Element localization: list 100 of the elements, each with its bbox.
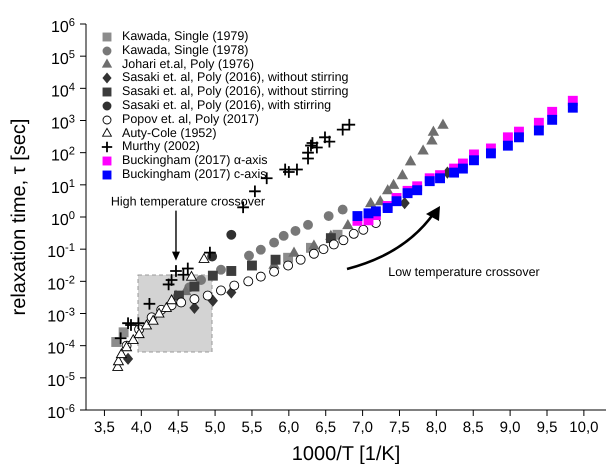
point — [290, 162, 304, 176]
point — [141, 320, 152, 330]
point — [270, 254, 281, 265]
point — [176, 298, 186, 308]
point — [338, 235, 348, 246]
point — [189, 294, 200, 304]
point — [438, 119, 448, 129]
legend-label: Sasaki et. al, Poly (2016), without stirring — [122, 70, 348, 86]
point — [392, 196, 402, 206]
point — [370, 206, 381, 216]
point — [203, 246, 217, 260]
y-tick-label: 10$^{-2}$ — [47, 274, 75, 294]
point — [424, 176, 435, 186]
point — [352, 211, 362, 222]
point — [435, 173, 445, 184]
point — [402, 188, 413, 198]
point — [304, 138, 318, 152]
point — [469, 155, 479, 166]
y-tick-label: 10$^{-5}$ — [47, 370, 75, 390]
point — [132, 316, 146, 330]
point — [114, 332, 128, 346]
x-tick-label: 5,5 — [242, 419, 262, 436]
point — [303, 220, 313, 230]
legend-label: Auty-Cole (1952) — [122, 126, 216, 140]
point — [181, 262, 195, 276]
point — [247, 260, 257, 270]
point — [308, 248, 319, 259]
x-axis-title: 1000/T [1/K] — [292, 443, 400, 464]
x-tick-label: 8,0 — [426, 419, 447, 436]
point — [142, 297, 156, 311]
point — [486, 148, 496, 158]
y-tick-label: 10$^{-1}$ — [47, 242, 75, 262]
point — [116, 348, 127, 358]
x-tick-label: 8,5 — [462, 419, 484, 436]
y-tick-label: 10$^{6}$ — [50, 17, 75, 36]
point — [428, 126, 439, 136]
legend-label: Buckingham (2017) α-axis — [122, 153, 268, 168]
point — [426, 134, 438, 144]
point — [405, 156, 416, 166]
x-tick-label: 6,5 — [315, 419, 336, 436]
point — [164, 273, 178, 287]
point — [166, 294, 177, 304]
y-tick-label: 10$^{-3}$ — [47, 306, 75, 326]
x-tick-label: 5,0 — [204, 419, 226, 436]
point — [547, 114, 558, 125]
annotation: Low temperature crossover — [388, 265, 540, 279]
x-tick-label: 3,5 — [94, 419, 115, 436]
point — [301, 146, 315, 160]
point — [365, 198, 376, 208]
point — [308, 240, 320, 250]
point — [226, 266, 236, 276]
legend-label: Sasaki et. al, Poly (2016), with stirring — [122, 98, 332, 113]
point — [288, 247, 300, 257]
point — [148, 315, 159, 325]
legend-label: Johari et.al, Poly (1976) — [122, 56, 254, 72]
point — [568, 102, 578, 113]
point — [269, 238, 280, 248]
y-tick-label: 10$^{4}$ — [50, 81, 75, 100]
y-tick-label: 10$^{2}$ — [50, 146, 75, 165]
x-tick-label: 7,5 — [389, 419, 410, 436]
y-tick-label: 10$^{3}$ — [50, 114, 75, 132]
x-tick-label: 4,5 — [168, 419, 189, 436]
point — [118, 327, 129, 338]
y-axis-title: relaxation time, τ [sec] — [8, 118, 30, 316]
point — [160, 302, 172, 312]
legend-label: Kawada, Single (1979) — [122, 29, 248, 44]
point — [282, 165, 296, 179]
legend-label: Murthy (2002) — [122, 139, 200, 154]
point — [216, 264, 226, 275]
point — [208, 270, 218, 281]
legend-label: Buckingham (2017) c-axis — [122, 166, 267, 182]
y-tick-label: 10$^{-4}$ — [47, 338, 75, 358]
point — [342, 219, 354, 230]
point — [338, 204, 348, 215]
point — [186, 271, 197, 281]
x-tick-label: 9,5 — [536, 419, 558, 436]
legend-label: Kawada, Single (1978) — [122, 42, 248, 58]
point — [202, 290, 213, 301]
point — [514, 132, 524, 142]
point — [458, 164, 468, 174]
point — [290, 226, 300, 236]
x-tick-label: 4,0 — [130, 419, 152, 436]
point — [123, 352, 133, 365]
point — [449, 168, 460, 178]
point — [198, 253, 210, 263]
legend-label: Popov et. al, Poly (2017) — [122, 112, 259, 127]
y-tick-label: 10$^{1}$ — [50, 178, 75, 197]
point — [189, 282, 200, 292]
point — [418, 144, 428, 155]
point — [388, 179, 399, 189]
x-tick-label: 7,0 — [352, 419, 374, 436]
point — [382, 184, 394, 194]
point — [324, 211, 334, 222]
point — [248, 184, 262, 198]
point — [397, 170, 408, 180]
point — [278, 162, 292, 176]
point — [154, 308, 164, 318]
x-tick-label: 6,0 — [278, 419, 300, 436]
y-tick-label: 10$^{0}$ — [50, 210, 75, 229]
point — [328, 240, 339, 250]
